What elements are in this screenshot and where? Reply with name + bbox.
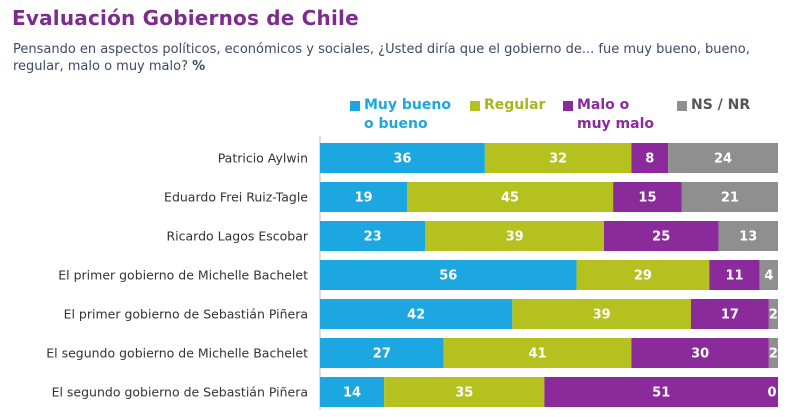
data-label: 15 xyxy=(638,191,656,206)
legend-swatch-malo xyxy=(563,101,573,111)
data-label: 29 xyxy=(634,269,652,284)
bar-segment-malo-o-muy-malo xyxy=(613,182,682,212)
bar-segment-malo-o-muy-malo xyxy=(603,221,719,251)
bar-segment-ns-nr xyxy=(768,338,778,368)
bar-segment-muy-bueno-o-bueno xyxy=(320,338,444,368)
data-label: 25 xyxy=(652,230,670,245)
data-label: 30 xyxy=(691,347,709,362)
bar-segment-ns-nr xyxy=(681,182,778,212)
data-label: 35 xyxy=(455,386,473,401)
category-label: El primer gobierno de Sebastián Piñera xyxy=(64,307,308,322)
bar-segment-ns-nr xyxy=(718,221,778,251)
bar-segment-regular xyxy=(512,299,691,329)
bar-segment-malo-o-muy-malo xyxy=(690,299,769,329)
category-label: El primer gobierno de Michelle Bachelet xyxy=(58,268,308,283)
bar-segment-regular xyxy=(576,260,710,290)
data-label: 11 xyxy=(725,269,743,284)
data-label: 8 xyxy=(645,152,654,167)
data-label: 24 xyxy=(714,152,732,167)
bar-segment-malo-o-muy-malo xyxy=(631,143,669,173)
chart-subtitle: Pensando en aspectos políticos, económic… xyxy=(13,41,773,75)
bar-segment-regular xyxy=(425,221,604,251)
bar-segment-regular xyxy=(407,182,614,212)
data-label: 2 xyxy=(769,308,778,323)
bar-segment-muy-bueno-o-bueno xyxy=(320,260,577,290)
bar-segment-regular xyxy=(443,338,632,368)
bar-segment-muy-bueno-o-bueno xyxy=(320,299,513,329)
data-label: 42 xyxy=(407,308,425,323)
data-label: 32 xyxy=(549,152,567,167)
subtitle-unit: % xyxy=(192,59,206,74)
data-label: 4 xyxy=(764,269,773,284)
bar-segment-regular xyxy=(484,143,632,173)
data-label: 56 xyxy=(439,269,457,284)
data-label: 0 xyxy=(767,386,776,401)
category-label: El segundo gobierno de Michelle Bachelet xyxy=(46,346,308,361)
subtitle-question: Pensando en aspectos políticos, económic… xyxy=(13,42,750,74)
data-label: 45 xyxy=(501,191,519,206)
data-label: 23 xyxy=(364,230,382,245)
category-label: El segundo gobierno de Sebastián Piñera xyxy=(52,385,308,400)
bar-segment-muy-bueno-o-bueno xyxy=(320,377,385,407)
category-label: Ricardo Lagos Escobar xyxy=(166,229,308,244)
data-label: 51 xyxy=(652,386,670,401)
legend-label-malo: Malo o muy malo xyxy=(577,97,655,132)
data-label: 36 xyxy=(393,152,411,167)
bar-segment-ns-nr xyxy=(759,260,778,290)
legend-swatch-nsnr xyxy=(677,101,687,111)
legend-swatch-muy-bueno xyxy=(350,101,360,111)
data-label: 17 xyxy=(721,308,739,323)
bar-segment-malo-o-muy-malo xyxy=(544,377,778,407)
legend-label-muy-bueno: Muy bueno o bueno xyxy=(364,97,451,132)
data-label: 39 xyxy=(593,308,611,323)
bar-segment-ns-nr xyxy=(768,299,778,329)
chart-title: Evaluación Gobiernos de Chile xyxy=(12,6,359,30)
bar-segment-muy-bueno-o-bueno xyxy=(320,221,426,251)
data-label: 27 xyxy=(373,347,391,362)
data-label: 39 xyxy=(506,230,524,245)
legend-swatch-regular xyxy=(470,101,480,111)
category-label: Patricio Aylwin xyxy=(218,151,308,166)
bar-segment-muy-bueno-o-bueno xyxy=(320,143,485,173)
bar-segment-regular xyxy=(384,377,545,407)
data-label: 14 xyxy=(343,386,361,401)
legend-label-regular: Regular xyxy=(484,97,546,113)
category-label: Eduardo Frei Ruiz-Tagle xyxy=(164,190,308,205)
data-label: 21 xyxy=(721,191,739,206)
bar-segment-malo-o-muy-malo xyxy=(709,260,760,290)
data-label: 19 xyxy=(354,191,372,206)
data-label: 41 xyxy=(529,347,547,362)
bar-segment-malo-o-muy-malo xyxy=(631,338,769,368)
data-label: 13 xyxy=(739,230,757,245)
data-label: 2 xyxy=(769,347,778,362)
legend-label-nsnr: NS / NR xyxy=(691,97,751,113)
bar-segment-muy-bueno-o-bueno xyxy=(320,182,408,212)
bar-segment-ns-nr xyxy=(668,143,778,173)
